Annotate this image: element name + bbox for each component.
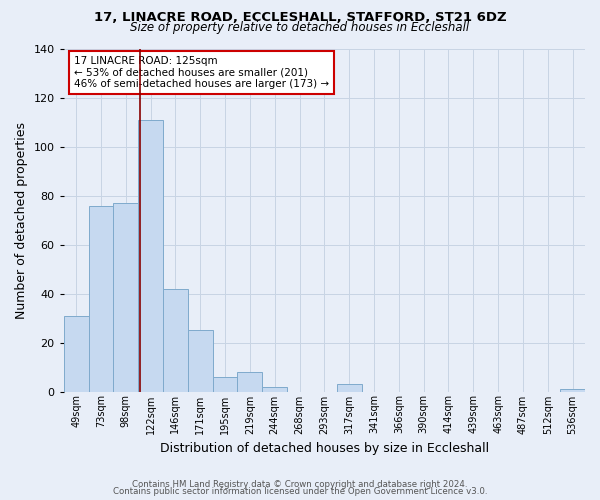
Bar <box>560 389 585 392</box>
Y-axis label: Number of detached properties: Number of detached properties <box>15 122 28 319</box>
X-axis label: Distribution of detached houses by size in Eccleshall: Distribution of detached houses by size … <box>160 442 489 455</box>
Text: Contains HM Land Registry data © Crown copyright and database right 2024.: Contains HM Land Registry data © Crown c… <box>132 480 468 489</box>
Bar <box>89 206 113 392</box>
Bar <box>238 372 262 392</box>
Text: Size of property relative to detached houses in Eccleshall: Size of property relative to detached ho… <box>130 21 470 34</box>
Bar <box>337 384 362 392</box>
Bar <box>64 316 89 392</box>
Bar <box>188 330 212 392</box>
Bar <box>163 289 188 392</box>
Text: Contains public sector information licensed under the Open Government Licence v3: Contains public sector information licen… <box>113 487 487 496</box>
Bar <box>138 120 163 392</box>
Text: 17 LINACRE ROAD: 125sqm
← 53% of detached houses are smaller (201)
46% of semi-d: 17 LINACRE ROAD: 125sqm ← 53% of detache… <box>74 56 329 89</box>
Text: 17, LINACRE ROAD, ECCLESHALL, STAFFORD, ST21 6DZ: 17, LINACRE ROAD, ECCLESHALL, STAFFORD, … <box>94 11 506 24</box>
Bar <box>212 377 238 392</box>
Bar <box>113 203 138 392</box>
Bar <box>262 386 287 392</box>
